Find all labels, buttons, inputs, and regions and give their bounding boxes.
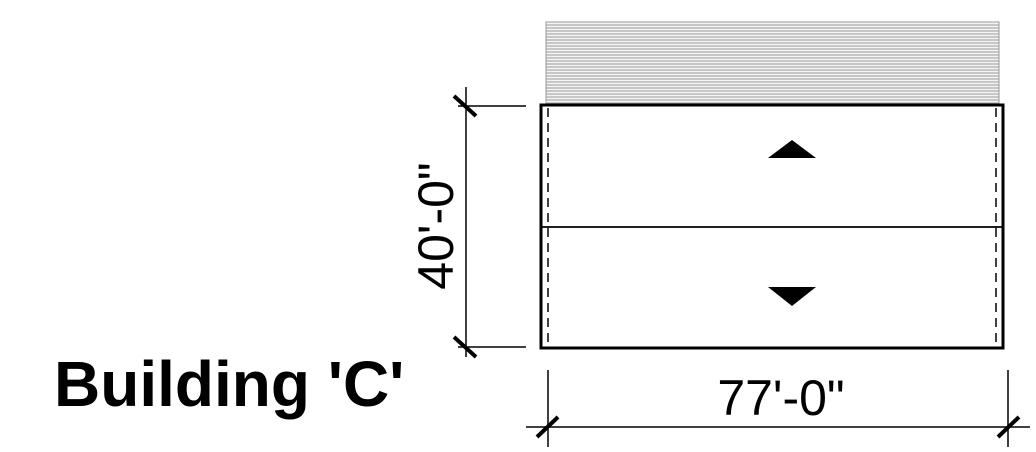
slope-up-arrow-icon	[768, 140, 816, 158]
width-dimension-label: 77'-0"	[717, 370, 844, 426]
tick-mark-bottom	[452, 335, 478, 359]
slope-down-arrow-icon	[768, 287, 816, 306]
tick-mark-top	[452, 94, 478, 118]
depth-dimension-label: 40'-0"	[408, 162, 464, 289]
building-title: Building 'C'	[54, 348, 404, 420]
vertical-dimension: 40'-0"	[408, 87, 526, 359]
building-outline	[539, 103, 1005, 350]
horizontal-dimension: 77'-0"	[526, 370, 1030, 447]
tick-mark-left	[535, 415, 560, 439]
tick-mark-right	[996, 415, 1021, 439]
hatched-band	[545, 21, 1000, 105]
hatch-lines	[546, 24, 999, 104]
